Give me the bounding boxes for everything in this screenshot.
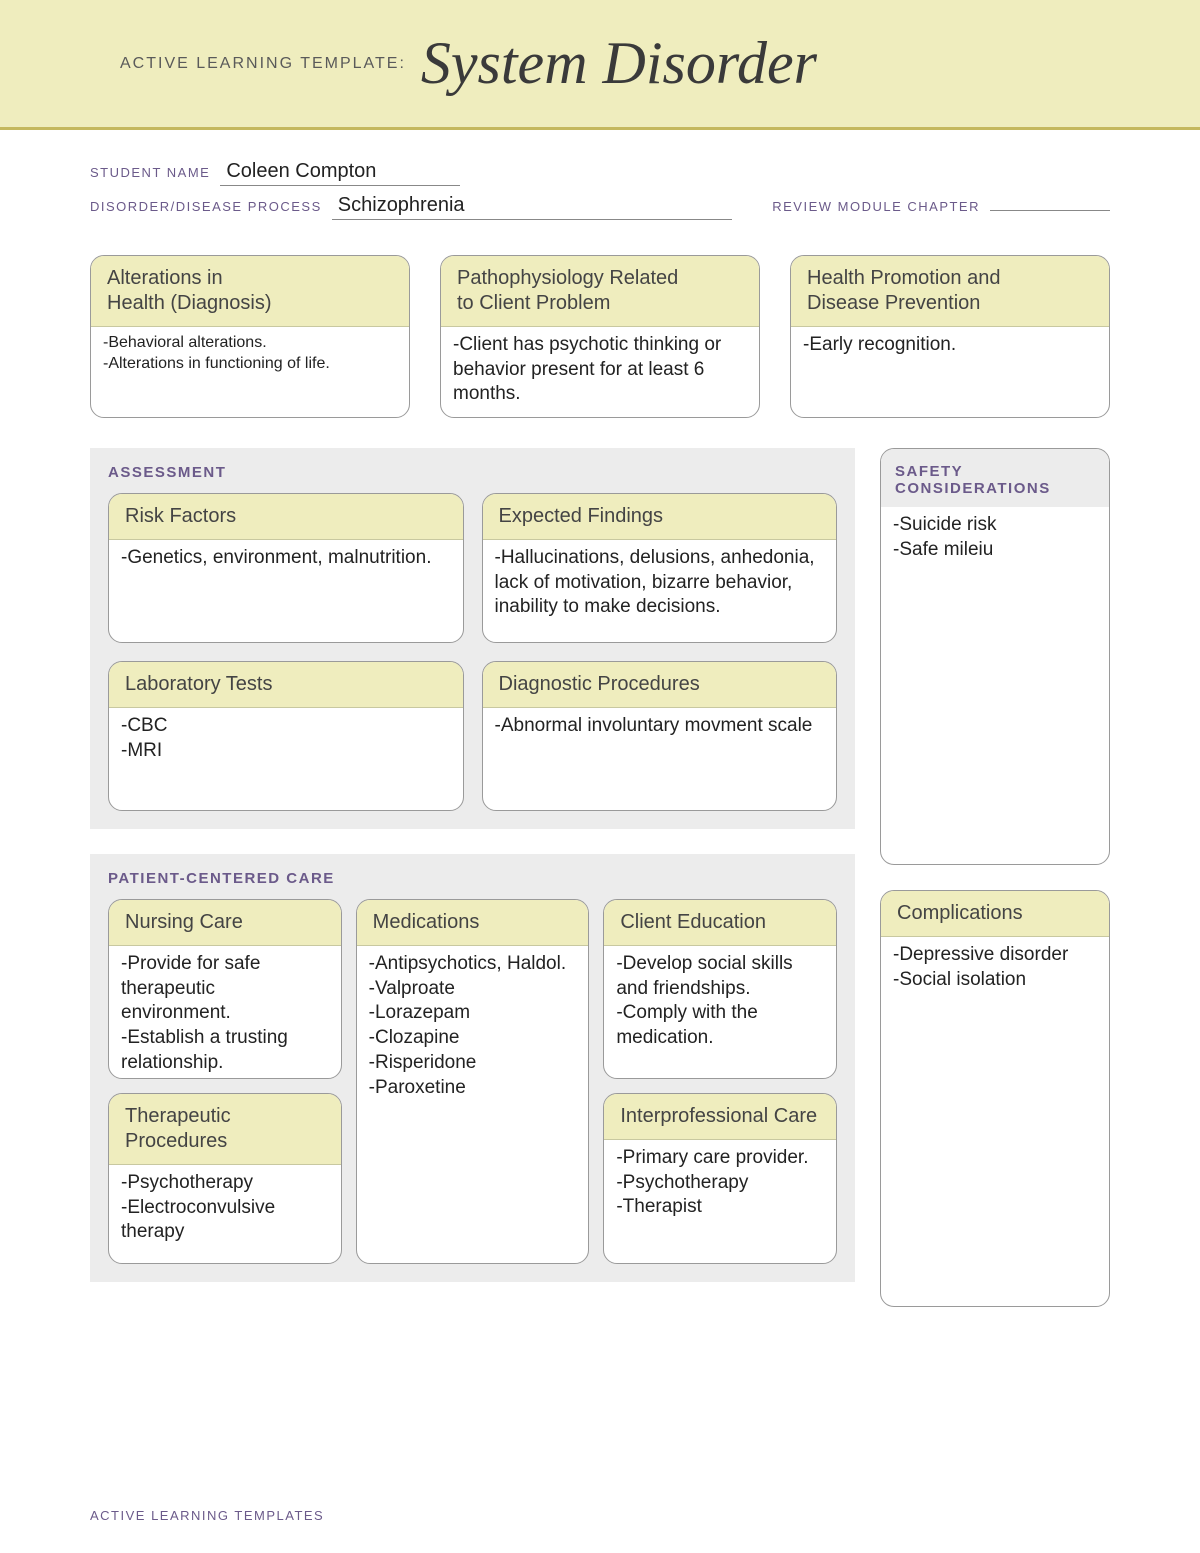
page-content: STUDENT NAME Coleen Compton DISORDER/DIS… [0,130,1200,1307]
card-alterations-title: Alterations in Health (Diagnosis) [91,256,409,327]
card-health-promo-title: Health Promotion and Disease Prevention [791,256,1109,327]
student-name-label: STUDENT NAME [90,165,210,180]
card-nursing-care: Nursing Care -Provide for safe therapeut… [108,899,342,1079]
card-lab-tests: Laboratory Tests -CBC -MRI [108,661,464,811]
card-safety-considerations: SAFETY CONSIDERATIONS -Suicide risk -Saf… [880,448,1110,865]
section-assessment: ASSESSMENT Risk Factors -Genetics, envir… [90,448,855,829]
card-expected-findings: Expected Findings -Hallucinations, delus… [482,493,838,643]
therapeutic-procedures-title: Therapeutic Procedures [109,1094,341,1165]
right-column: SAFETY CONSIDERATIONS -Suicide risk -Saf… [880,448,1110,1307]
review-label: REVIEW MODULE CHAPTER [772,199,980,214]
risk-factors-title: Risk Factors [109,494,463,540]
interprofessional-care-title: Interprofessional Care [604,1094,836,1140]
meta-row-disorder: DISORDER/DISEASE PROCESS Schizophrenia R… [90,194,1110,220]
footer-text: ACTIVE LEARNING TEMPLATES [90,1508,324,1523]
disorder-value: Schizophrenia [332,194,732,220]
diagnostic-procedures-title: Diagnostic Procedures [483,662,837,708]
section-pcc: PATIENT-CENTERED CARE Nursing Care -Prov… [90,854,855,1282]
card-patho-title: Pathophysiology Related to Client Proble… [441,256,759,327]
header-title: System Disorder [421,29,817,98]
card-health-promo-body: -Early recognition. [791,327,1109,368]
client-education-title: Client Education [604,900,836,946]
card-patho-body: -Client has psychotic thinking or behavi… [441,327,759,417]
disorder-label: DISORDER/DISEASE PROCESS [90,199,322,214]
lab-tests-title: Laboratory Tests [109,662,463,708]
pcc-title: PATIENT-CENTERED CARE [108,870,837,887]
card-alterations-body: -Behavioral alterations. -Alterations in… [91,327,409,385]
complications-title: Complications [881,891,1109,937]
client-education-body: -Develop social skills and friendships. … [604,946,836,1061]
header-band: ACTIVE LEARNING TEMPLATE: System Disorde… [0,0,1200,130]
card-complications: Complications -Depressive disorder -Soci… [880,890,1110,1307]
student-name-value: Coleen Compton [220,160,460,186]
expected-findings-title: Expected Findings [483,494,837,540]
therapeutic-procedures-body: -Psychotherapy -Electroconvulsive therap… [109,1165,341,1255]
left-column: ASSESSMENT Risk Factors -Genetics, envir… [90,448,855,1307]
top-boxes-row: Alterations in Health (Diagnosis) -Behav… [90,255,1110,418]
expected-findings-body: -Hallucinations, delusions, anhedonia, l… [483,540,837,630]
safety-considerations-body: -Suicide risk -Safe mileiu [881,507,1109,864]
card-alterations: Alterations in Health (Diagnosis) -Behav… [90,255,410,418]
risk-factors-body: -Genetics, environment, malnutrition. [109,540,463,581]
card-interprofessional-care: Interprofessional Care -Primary care pro… [603,1093,837,1264]
diagnostic-procedures-body: -Abnormal involuntary movment scale [483,708,837,749]
complications-body: -Depressive disorder -Social isolation [881,937,1109,1306]
card-risk-factors: Risk Factors -Genetics, environment, mal… [108,493,464,643]
meta-row-student: STUDENT NAME Coleen Compton [90,160,1110,186]
card-health-promo: Health Promotion and Disease Prevention … [790,255,1110,418]
card-diagnostic-procedures: Diagnostic Procedures -Abnormal involunt… [482,661,838,811]
card-client-education: Client Education -Develop social skills … [603,899,837,1079]
nursing-care-body: -Provide for safe therapeutic environmen… [109,946,341,1079]
safety-considerations-title: SAFETY CONSIDERATIONS [881,449,1109,507]
card-patho: Pathophysiology Related to Client Proble… [440,255,760,418]
interprofessional-care-body: -Primary care provider. -Psychotherapy -… [604,1140,836,1230]
lab-tests-body: -CBC -MRI [109,708,463,773]
card-therapeutic-procedures: Therapeutic Procedures -Psychotherapy -E… [108,1093,342,1264]
main-columns: ASSESSMENT Risk Factors -Genetics, envir… [90,448,1110,1307]
assessment-title: ASSESSMENT [108,464,837,481]
header-label: ACTIVE LEARNING TEMPLATE: [120,55,406,73]
review-value [990,208,1110,211]
medications-body: -Antipsychotics, Haldol. -Valproate -Lor… [357,946,589,1110]
medications-title: Medications [357,900,589,946]
card-medications: Medications -Antipsychotics, Haldol. -Va… [356,899,590,1264]
nursing-care-title: Nursing Care [109,900,341,946]
